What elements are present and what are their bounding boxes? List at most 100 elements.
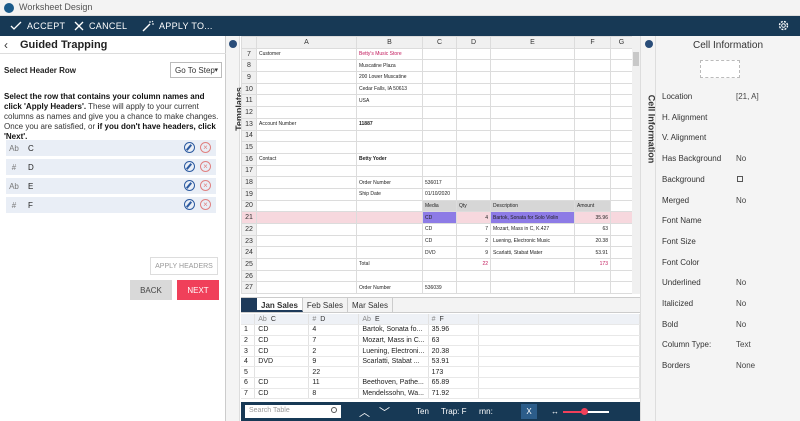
next-button[interactable]: NEXT	[177, 280, 219, 300]
row-number[interactable]: 13	[241, 117, 257, 131]
sheet-cell[interactable]	[256, 281, 357, 294]
table-row[interactable]: 4 DVD 9 Scarlatti, Stabat ... 53.91	[241, 356, 640, 368]
sheet-cell[interactable]	[610, 117, 633, 131]
row-number[interactable]: 17	[241, 164, 257, 178]
sheet-cell[interactable]	[490, 117, 575, 131]
sheet-row[interactable]: 9 200 Lower Muscatine	[241, 71, 633, 84]
sheet-scrollbar[interactable]	[632, 36, 640, 294]
sheet-cell[interactable]	[422, 258, 457, 271]
sheet-cell[interactable]: Mozart, Mass in C, K.427	[490, 223, 575, 236]
sheet-cell[interactable]	[456, 71, 491, 84]
column-header[interactable]: D	[456, 36, 491, 49]
sheet-cell[interactable]	[610, 281, 633, 294]
sheet-cell[interactable]	[256, 211, 357, 224]
tab-feb-sales[interactable]: Feb Sales	[303, 298, 348, 312]
sheet-row[interactable]: 10 Cedar Falls, IA 50613	[241, 82, 633, 96]
sheet-cell[interactable]	[422, 106, 457, 119]
sheet-row[interactable]: 17	[241, 164, 633, 178]
sheet-cell[interactable]	[490, 269, 575, 283]
row-number[interactable]: 25	[241, 258, 257, 271]
chevron-up-icon[interactable]: ︿	[359, 407, 370, 419]
sheet-cell[interactable]	[490, 106, 575, 119]
sheet-cell[interactable]	[456, 129, 491, 143]
table-cell[interactable]: 9	[308, 356, 360, 368]
templates-tab[interactable]: Templates	[226, 36, 244, 421]
sheet-cell[interactable]	[490, 141, 575, 154]
sheet-cell[interactable]	[610, 141, 633, 154]
sheet-cell[interactable]: Qty	[456, 199, 491, 213]
sheet-cell[interactable]	[256, 141, 357, 154]
background-checkbox[interactable]	[737, 175, 743, 182]
column-header[interactable]: B	[356, 36, 423, 49]
sheet-cell[interactable]	[456, 187, 491, 201]
column-header[interactable]: A	[256, 36, 357, 49]
sheet-cell[interactable]	[610, 129, 633, 143]
sheet-cell[interactable]	[456, 59, 491, 73]
table-cell[interactable]: 71.92	[428, 388, 479, 400]
sheet-cell[interactable]	[456, 47, 491, 61]
sheet-cell[interactable]	[422, 269, 457, 283]
sheet-cell[interactable]: Luening, Electronic Music	[490, 234, 575, 248]
sheet-cell[interactable]	[256, 82, 357, 96]
sheet-cell[interactable]	[574, 269, 611, 283]
sheet-cell[interactable]	[490, 164, 575, 178]
sheet-cell[interactable]	[256, 246, 357, 260]
row-number[interactable]: 21	[241, 211, 257, 224]
column-row[interactable]: # D ×	[6, 159, 216, 175]
sheet-cell[interactable]	[256, 176, 357, 189]
sheet-cell[interactable]	[256, 269, 357, 283]
column-header[interactable]: F	[574, 36, 611, 49]
sheet-row[interactable]: 24 DVD 9 Scarlatti, Stabat Mater 53.91	[241, 246, 633, 260]
row-number[interactable]: 10	[241, 82, 257, 96]
table-cell[interactable]: Luening, Electroni...	[358, 345, 429, 357]
sheet-cell[interactable]	[422, 71, 457, 84]
table-cell[interactable]: 8	[308, 388, 360, 400]
cell-information-tab[interactable]: Cell Information	[640, 36, 656, 421]
sheet-cell[interactable]: Order Number	[356, 176, 423, 189]
sheet-cell[interactable]	[256, 258, 357, 271]
sheet-cell[interactable]: CD	[422, 211, 457, 224]
sheet-cell[interactable]: 01/10/2020	[422, 187, 457, 201]
sheet-cell[interactable]	[610, 59, 633, 73]
edit-icon[interactable]	[184, 161, 195, 172]
sheet-cell[interactable]	[610, 223, 633, 236]
edit-icon[interactable]	[184, 142, 195, 153]
sheet-row[interactable]: 19 Ship Date 01/10/2020	[241, 187, 633, 201]
table-cell[interactable]: 65.89	[428, 377, 479, 389]
table-cell[interactable]: Mendelssohn, Wa...	[358, 388, 429, 400]
sheet-cell[interactable]	[574, 59, 611, 73]
sheet-cell[interactable]	[356, 246, 423, 260]
preview-header[interactable]: Ab C	[254, 314, 310, 326]
table-cell[interactable]: Scarlatti, Stabat ...	[358, 356, 429, 368]
tab-mar-sales[interactable]: Mar Sales	[348, 298, 393, 312]
remove-icon[interactable]: ×	[200, 161, 211, 172]
sheet-cell[interactable]	[356, 199, 423, 213]
row-number[interactable]: 16	[241, 152, 257, 166]
sheet-cell[interactable]: Customer	[256, 47, 357, 61]
sheet-cell[interactable]	[574, 141, 611, 154]
excel-icon[interactable]: X	[521, 404, 537, 419]
sheet-cell[interactable]	[574, 152, 611, 166]
table-cell[interactable]: CD	[254, 335, 310, 347]
sheet-cell[interactable]	[356, 106, 423, 119]
table-cell[interactable]: Beethoven, Pathe...	[358, 377, 429, 389]
search-table-input[interactable]: Search Table	[245, 405, 341, 418]
row-number[interactable]: 20	[241, 199, 257, 213]
back-button[interactable]: BACK	[130, 280, 172, 300]
sheet-cell[interactable]: 53.91	[574, 246, 611, 260]
table-cell[interactable]: 35.96	[428, 324, 479, 336]
row-number[interactable]: 27	[241, 281, 257, 294]
table-cell[interactable]: CD	[254, 377, 310, 389]
sheet-cell[interactable]	[610, 71, 633, 84]
sheet-cell[interactable]	[610, 269, 633, 283]
accept-button[interactable]: ACCEPT	[10, 16, 65, 36]
table-row[interactable]: 3 CD 2 Luening, Electroni... 20.38	[241, 345, 640, 357]
sheet-row[interactable]: 18 Order Number 536017	[241, 176, 633, 189]
row-number[interactable]: 14	[241, 129, 257, 143]
sheet-cell[interactable]	[356, 223, 423, 236]
chevron-down-icon[interactable]: ﹀	[379, 407, 390, 419]
table-cell[interactable]: 20.38	[428, 345, 479, 357]
remove-icon[interactable]: ×	[200, 199, 211, 210]
row-number[interactable]: 7	[241, 47, 257, 61]
column-header[interactable]: C	[422, 36, 457, 49]
